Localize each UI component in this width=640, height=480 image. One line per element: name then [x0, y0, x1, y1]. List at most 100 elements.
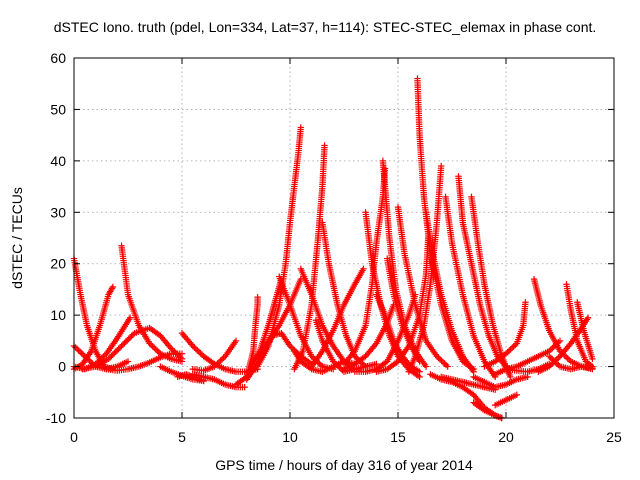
data-point	[129, 331, 137, 338]
series-pass-35	[373, 234, 432, 375]
data-point	[73, 345, 81, 353]
series-pass-45	[481, 299, 529, 370]
data-point	[108, 352, 115, 360]
series-pass-44	[470, 373, 531, 391]
data-point	[76, 348, 84, 356]
series-pass-9	[157, 363, 207, 385]
data-point	[116, 344, 124, 351]
data-point	[552, 358, 559, 366]
data-point	[584, 314, 592, 321]
data-point	[78, 350, 85, 357]
plot-frame	[73, 57, 615, 419]
data-point	[507, 346, 514, 353]
data-point	[556, 337, 564, 345]
series-pass-7	[103, 350, 186, 374]
data-point	[106, 354, 114, 361]
series-pass-49	[563, 281, 596, 370]
data-point	[550, 357, 558, 364]
x-tick-label: 15	[390, 429, 406, 445]
series-pass-11	[189, 337, 240, 374]
data-point	[218, 356, 226, 363]
data-point	[152, 346, 159, 353]
data-point	[321, 142, 328, 149]
data-point	[195, 348, 203, 356]
data-point	[513, 391, 520, 399]
y-tick-label: 60	[50, 50, 66, 66]
data-point	[444, 363, 451, 370]
data-point	[589, 364, 596, 372]
data-point	[128, 332, 135, 340]
data-point	[439, 358, 447, 366]
data-point	[553, 360, 561, 367]
series-pass-50	[546, 353, 596, 373]
series-pass-6	[118, 242, 186, 365]
data-point	[546, 360, 553, 368]
data-point	[194, 347, 201, 354]
series-pass-36	[405, 162, 445, 375]
x-tick-label: 5	[178, 429, 186, 445]
y-tick-label: 20	[50, 256, 66, 272]
data-point	[149, 343, 156, 350]
data-point	[75, 347, 82, 354]
data-point	[197, 350, 204, 357]
data-point	[438, 357, 445, 364]
data-point	[522, 299, 529, 306]
data-point	[555, 354, 562, 361]
data-point	[119, 341, 127, 348]
data-point	[154, 347, 161, 354]
data-point	[126, 334, 134, 341]
data-point	[589, 355, 596, 363]
y-tick-label: -10	[46, 410, 66, 426]
data-point	[191, 344, 198, 351]
data-point	[126, 314, 134, 321]
data-point	[438, 162, 445, 170]
y-tick-label: 0	[58, 359, 66, 375]
data-point	[232, 337, 240, 345]
data-point	[507, 373, 514, 381]
x-tick-label: 10	[282, 429, 298, 445]
series-pass-47	[530, 275, 596, 373]
series-pass-37	[442, 193, 499, 381]
data-point	[114, 347, 121, 354]
data-point	[112, 348, 119, 355]
series-pass-29	[340, 301, 397, 373]
series-pass-52	[502, 360, 553, 375]
ticks-layer	[73, 57, 615, 419]
data-point	[151, 344, 158, 352]
data-point	[109, 351, 117, 358]
data-point	[111, 349, 118, 357]
x-tick-label: 20	[498, 429, 514, 445]
data-point	[441, 360, 448, 367]
data-point	[436, 356, 444, 363]
series-pass-1	[70, 255, 117, 373]
data-point	[564, 355, 571, 362]
series-pass-12	[189, 371, 248, 391]
series-pass-20	[291, 142, 328, 373]
series-pass-43	[438, 373, 499, 393]
data-point	[122, 338, 130, 345]
x-tick-labels: 0 5 10 15 20 25	[70, 429, 622, 445]
data-point	[416, 358, 423, 365]
x-axis-label: GPS time / hours of day 316 of year 2014	[215, 457, 473, 473]
data-point	[109, 283, 117, 291]
data-point	[178, 350, 186, 357]
x-tick-label: 25	[606, 429, 622, 445]
data-point	[510, 343, 517, 350]
series-pass-51	[574, 299, 596, 363]
data-point	[547, 354, 554, 361]
x-tick-label: 0	[70, 429, 78, 445]
series-pass-42	[492, 391, 520, 409]
data-point	[549, 356, 556, 363]
series-pass-5	[79, 324, 186, 373]
series-pass-46	[492, 337, 564, 378]
data-point	[118, 342, 125, 350]
y-tick-label: 10	[50, 307, 66, 323]
data-point	[297, 124, 304, 131]
y-tick-label: 30	[50, 204, 66, 220]
y-tick-label: 40	[50, 153, 66, 169]
series-pass-24	[308, 265, 367, 370]
data-point	[360, 265, 367, 273]
y-axis-label: dSTEC / TECUs	[9, 187, 25, 289]
data-point	[508, 344, 516, 352]
